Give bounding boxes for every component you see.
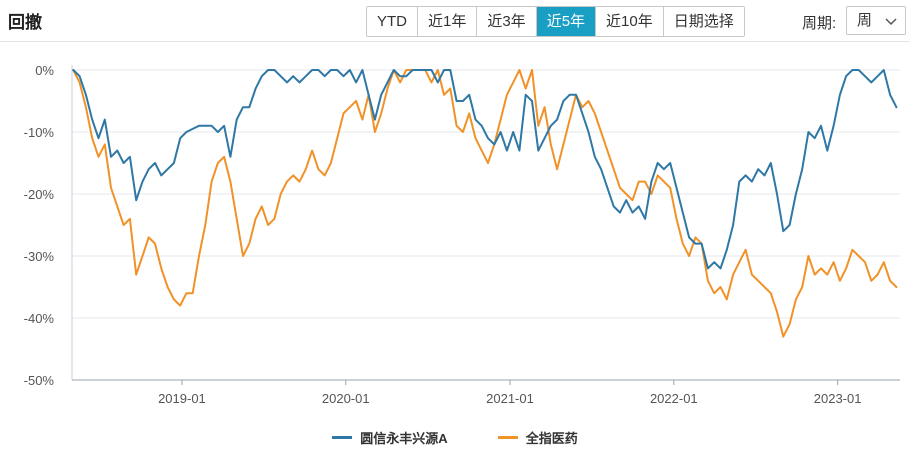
x-tick-label: 2019-01: [158, 391, 206, 406]
series-line-index: [72, 69, 898, 338]
chevron-down-icon: [885, 8, 897, 45]
tab-5-year[interactable]: 近5年: [536, 7, 597, 36]
y-tick-label: -20%: [24, 187, 55, 202]
x-tick-label: 2023-01: [814, 391, 862, 406]
x-tick-label: 2021-01: [486, 391, 534, 406]
period-select[interactable]: 周: [846, 6, 906, 35]
tab-ytd[interactable]: YTD: [367, 7, 418, 36]
y-tick-label: -40%: [24, 311, 55, 326]
y-tick-label: -50%: [24, 373, 55, 388]
tab-date-select[interactable]: 日期选择: [663, 7, 744, 36]
y-tick-label: -10%: [24, 125, 55, 140]
legend-item-index[interactable]: 全指医药: [497, 428, 578, 447]
tab-1-year[interactable]: 近1年: [418, 7, 478, 36]
legend-swatch-fund: [332, 436, 353, 439]
legend-item-fund[interactable]: 圆信永丰兴源A: [332, 428, 448, 447]
tab-10-year[interactable]: 近10年: [596, 7, 664, 36]
header-divider: [0, 41, 910, 42]
x-tick-label: 2022-01: [650, 391, 698, 406]
y-tick-label: -30%: [24, 249, 55, 264]
x-tick-label: 2020-01: [322, 391, 370, 406]
period-value: 周: [857, 12, 873, 29]
legend-swatch-index: [497, 436, 518, 439]
y-tick-label: 0%: [35, 63, 54, 78]
range-tabs: YTD 近1年 近3年 近5年 近10年 日期选择: [366, 6, 745, 37]
legend: 圆信永丰兴源A 全指医药: [0, 428, 910, 447]
page-title: 回撤: [8, 13, 42, 32]
series-line-fund: [72, 69, 898, 270]
legend-label-fund: 圆信永丰兴源A: [360, 431, 448, 446]
period-label: 周期:: [802, 15, 837, 32]
legend-label-index: 全指医药: [525, 431, 578, 446]
tab-3-year[interactable]: 近3年: [477, 7, 537, 36]
